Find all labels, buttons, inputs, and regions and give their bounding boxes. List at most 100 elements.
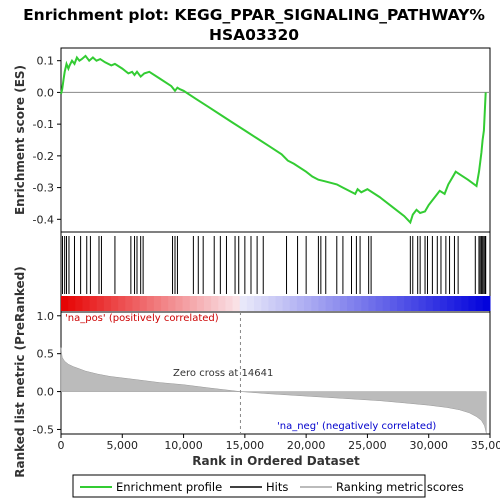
rank-color-segment <box>182 296 191 311</box>
rank-color-segment <box>111 296 119 311</box>
x-tick-label: 35,000 <box>471 439 500 452</box>
rank-color-segment <box>146 296 155 311</box>
rank-color-segment <box>189 296 198 311</box>
rank-color-segment <box>103 296 112 311</box>
rank-color-segment <box>225 296 234 311</box>
rank-color-segment <box>125 296 133 311</box>
x-tick-label: 0 <box>58 439 65 452</box>
rank-color-segment <box>347 296 355 311</box>
rank-color-segment <box>218 296 226 311</box>
rank-color-segment <box>482 296 491 311</box>
rank-color-segment <box>354 296 362 311</box>
rank-color-segment <box>382 296 391 311</box>
rank-color-segment <box>232 296 241 311</box>
rank-color-segment <box>432 296 441 311</box>
rank-color-segment <box>339 296 348 311</box>
es-panel: 0.1 0.0 -0.1 -0.2 -0.3 -0.4 Enrichment score … <box>13 47 491 233</box>
rank-color-segment <box>89 296 98 311</box>
rank-color-segment <box>168 296 176 311</box>
metric-plot-frame <box>60 311 491 435</box>
x-tick-label: 20,000 <box>287 439 326 452</box>
metric-y-ticks: 1.0 0.5 0.0 -0.5 <box>33 310 61 436</box>
metric-y-tick-label: 0.0 <box>37 386 55 399</box>
rank-color-segment <box>332 296 341 311</box>
rank-color-bar <box>61 296 491 311</box>
chart-title-line2: HSA03320 <box>209 26 299 44</box>
rank-color-segment <box>304 296 312 311</box>
legend-metric-label: Ranking metric scores <box>336 480 464 494</box>
metric-y-tick-label: -0.5 <box>33 423 54 436</box>
metric-x-ticks: 0 5,000 10,000 15,000 20,000 25,000 30,000 35,0… <box>58 434 500 452</box>
x-tick-label: 25,000 <box>348 439 387 452</box>
rank-color-segment <box>475 296 484 311</box>
es-y-ticks: 0.1 0.0 -0.1 -0.2 -0.3 -0.4 <box>33 55 61 226</box>
zero-cross-label: Zero cross at 14641 <box>173 368 273 379</box>
positive-correlation-label: 'na_pos' (positively correlated) <box>65 313 219 324</box>
rank-color-segment <box>118 296 126 311</box>
rank-color-segment <box>325 296 334 311</box>
rank-color-segment <box>368 296 377 311</box>
x-tick-label: 10,000 <box>164 439 203 452</box>
rank-color-segment <box>239 296 248 311</box>
rank-color-segment <box>261 296 269 311</box>
legend: Enrichment profile Hits Ranking metric s… <box>72 474 464 498</box>
rank-color-segment <box>175 296 184 311</box>
x-axis-label: Rank in Ordered Dataset <box>192 454 360 468</box>
rank-color-segment <box>211 296 219 311</box>
rank-color-segment <box>375 296 384 311</box>
x-tick-label: 15,000 <box>226 439 265 452</box>
rank-color-segment <box>282 296 291 311</box>
metric-panel: 1.0 0.5 0.0 -0.5 0 5,000 10,000 15,000 20,000 25… <box>13 266 500 478</box>
rank-color-segment <box>161 296 169 311</box>
rank-color-segment <box>196 296 205 311</box>
rank-color-segment <box>454 296 462 311</box>
rank-color-segment <box>389 296 398 311</box>
hits-panel <box>60 231 491 313</box>
rank-color-segment <box>311 296 319 311</box>
es-y-tick-label: -0.3 <box>33 182 54 195</box>
rank-color-segment <box>296 296 305 311</box>
metric-y-axis-label: Ranked list metric (PreRanked) <box>13 266 27 478</box>
metric-y-tick-label: 1.0 <box>37 310 55 323</box>
rank-color-segment <box>439 296 448 311</box>
rank-color-segment <box>425 296 434 311</box>
rank-color-segment <box>275 296 284 311</box>
rank-color-segment <box>204 296 212 311</box>
chart-title-line1: Enrichment plot: KEGG_PPAR_SIGNALING_PAT… <box>23 6 485 24</box>
rank-color-segment <box>447 296 455 311</box>
rank-color-segment <box>318 296 327 311</box>
rank-color-segment <box>68 296 76 311</box>
rank-color-segment <box>153 296 162 311</box>
rank-color-segment <box>289 296 298 311</box>
rank-color-segment <box>397 296 405 311</box>
rank-color-segment <box>404 296 412 311</box>
negative-correlation-label: 'na_neg' (negatively correlated) <box>277 421 436 432</box>
rank-color-segment <box>254 296 262 311</box>
es-y-tick-label: -0.2 <box>33 150 54 163</box>
rank-color-segment <box>139 296 148 311</box>
rank-color-segment <box>75 296 83 311</box>
rank-color-segment <box>61 296 69 311</box>
enrichment-profile-line <box>60 54 487 225</box>
rank-color-segment <box>96 296 105 311</box>
es-y-tick-label: 0.1 <box>37 55 55 68</box>
x-tick-label: 5,000 <box>107 439 139 452</box>
rank-color-segment <box>411 296 419 311</box>
legend-box <box>72 474 426 498</box>
es-y-tick-label: -0.4 <box>33 213 54 226</box>
es-y-tick-label: -0.1 <box>33 118 54 131</box>
x-tick-label: 30,000 <box>409 439 448 452</box>
es-y-tick-label: 0.0 <box>37 86 55 99</box>
rank-color-segment <box>132 296 141 311</box>
legend-hits-label: Hits <box>266 480 288 494</box>
rank-color-segment <box>246 296 255 311</box>
metric-y-tick-label: 0.5 <box>37 348 55 361</box>
rank-color-segment <box>461 296 470 311</box>
es-plot-frame <box>60 47 491 233</box>
hit-marks <box>61 236 487 294</box>
rank-color-segment <box>418 296 427 311</box>
rank-color-segment <box>468 296 477 311</box>
rank-color-segment <box>268 296 276 311</box>
rank-color-segment <box>361 296 369 311</box>
